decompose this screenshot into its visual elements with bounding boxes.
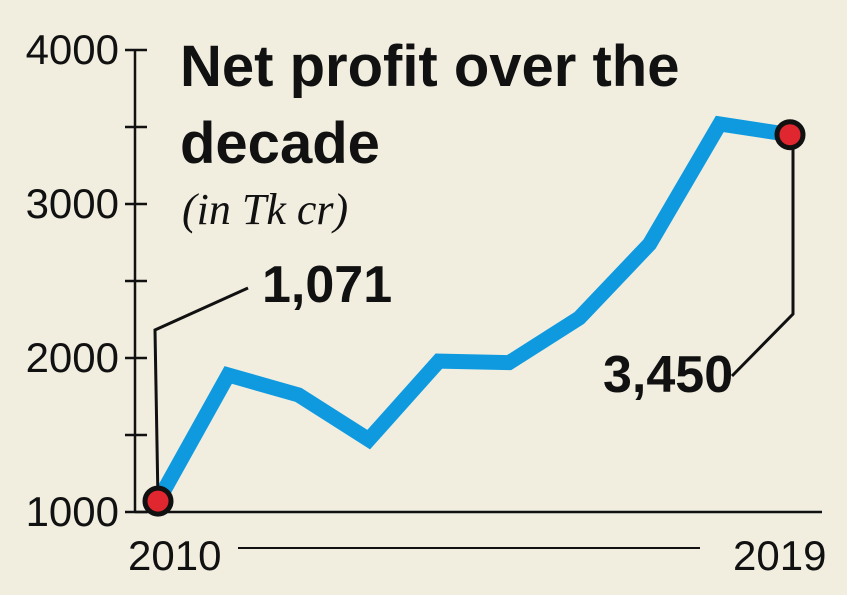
chart-subtitle: (in Tk cr) bbox=[182, 185, 348, 234]
y-tick-label: 3000 bbox=[26, 180, 119, 227]
end-marker bbox=[774, 119, 806, 151]
x-label-end: 2019 bbox=[733, 532, 826, 579]
profit-line bbox=[151, 115, 792, 505]
end-value-label: 3,450 bbox=[603, 346, 733, 404]
end-leader-line bbox=[730, 134, 795, 378]
start-leader-line bbox=[153, 286, 249, 502]
y-tick-label: 4000 bbox=[26, 26, 119, 73]
chart-title-line-2: decade bbox=[180, 111, 380, 176]
y-tick-label: 1000 bbox=[26, 488, 119, 535]
start-value-label: 1,071 bbox=[262, 256, 392, 314]
y-tick-label: 2000 bbox=[26, 334, 119, 381]
chart-title-line-1: Net profit over the bbox=[180, 34, 680, 99]
series-layer bbox=[142, 115, 806, 517]
x-label-start: 2010 bbox=[128, 532, 221, 579]
axes: 4000 3000 2000 1000 bbox=[26, 26, 822, 549]
start-marker bbox=[142, 485, 174, 517]
